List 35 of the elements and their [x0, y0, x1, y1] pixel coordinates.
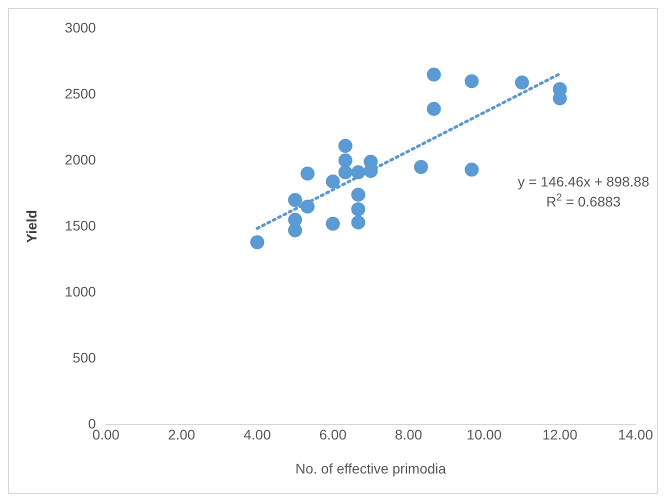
point [338, 165, 352, 180]
point [351, 188, 366, 202]
point [351, 215, 366, 230]
annotation: y = 146.46x + 898.88 [518, 173, 650, 190]
point [464, 74, 479, 88]
point [515, 76, 530, 90]
y-tick-label: 2000 [64, 151, 96, 168]
x-axis-title: No. of effective primodia [295, 460, 446, 476]
point [426, 68, 441, 82]
x-tick-label: 4.00 [244, 426, 272, 443]
y-tick-label: 1000 [64, 283, 96, 300]
y-tick-label: 500 [72, 349, 96, 366]
x-tick-label: 2.00 [168, 426, 196, 443]
point [464, 162, 479, 177]
point [326, 216, 340, 231]
x-tick-label: 12.00 [542, 426, 578, 443]
y-tick-label: 3000 [64, 19, 96, 36]
x-tick-label: 10.00 [466, 426, 502, 443]
x-tick-label: 14.00 [618, 426, 654, 443]
y-tick-label: 1500 [64, 217, 96, 234]
y-tick-label: 0 [88, 415, 96, 432]
point [300, 166, 315, 181]
point [414, 160, 428, 174]
y-axis-title: Yield [23, 210, 40, 243]
x-tick-label: 6.00 [319, 426, 347, 443]
y-tick-label: 2500 [64, 85, 96, 102]
point [326, 174, 340, 189]
point [351, 202, 366, 216]
point [426, 102, 441, 116]
point [288, 193, 302, 207]
point [338, 153, 352, 168]
point [288, 223, 302, 238]
x-tick-label: 8.00 [394, 426, 422, 443]
point [338, 138, 352, 153]
point [250, 235, 264, 250]
